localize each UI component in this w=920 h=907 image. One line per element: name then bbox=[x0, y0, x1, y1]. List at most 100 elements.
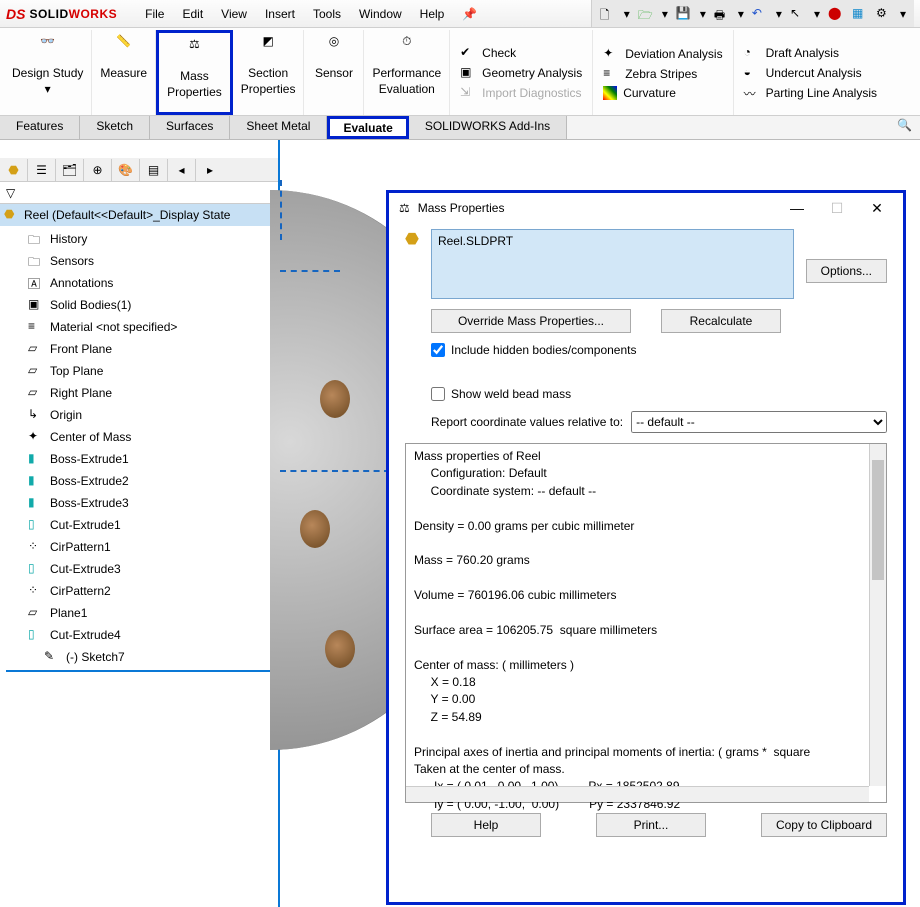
ribbon-draft-analysis[interactable]: ◔Draft Analysis bbox=[744, 45, 877, 61]
funnel-icon: ▽ bbox=[6, 186, 15, 200]
com-icon: ✦ bbox=[28, 429, 44, 445]
tab-surfaces[interactable]: Surfaces bbox=[150, 116, 230, 139]
ribbon-undercut-analysis[interactable]: ◒Undercut Analysis bbox=[744, 65, 877, 81]
dialog-title: Mass Properties bbox=[418, 201, 505, 215]
quick-access-toolbar: 🗋▾ 🗁▾ 💾▾ 🖶▾ ↶▾ ↖▾ ⬤ ▦ ⚙▾ bbox=[591, 0, 914, 27]
save-icon[interactable]: 💾 bbox=[676, 6, 692, 22]
fm-tab-display-icon[interactable]: ▤ bbox=[140, 159, 168, 181]
tab-sketch[interactable]: Sketch bbox=[80, 116, 150, 139]
undo-icon[interactable]: ↶ bbox=[752, 6, 768, 22]
ribbon-performance-eval[interactable]: ⏱ Performance Evaluation bbox=[364, 30, 450, 115]
recalculate-button[interactable]: Recalculate bbox=[661, 309, 781, 333]
tree-origin[interactable]: ↳Origin bbox=[6, 404, 278, 426]
results-text: Mass properties of Reel Configuration: D… bbox=[406, 444, 886, 817]
fm-tab-nav-right-icon[interactable]: ▸ bbox=[196, 159, 224, 181]
tree-annotations[interactable]: 🄰Annotations bbox=[6, 272, 278, 294]
ribbon-sensor[interactable]: ◎ Sensor bbox=[304, 30, 364, 115]
search-icon[interactable]: 🔍 bbox=[889, 116, 920, 139]
ribbon-parting-line-analysis[interactable]: 〰Parting Line Analysis bbox=[744, 85, 877, 101]
undercut-icon: ◒ bbox=[744, 65, 760, 81]
ribbon-curvature[interactable]: Curvature bbox=[603, 86, 722, 100]
options-icon[interactable]: ▦ bbox=[852, 6, 868, 22]
menubar: File Edit View Insert Tools Window Help … bbox=[137, 4, 485, 24]
menu-window[interactable]: Window bbox=[351, 4, 410, 24]
fm-tab-nav-left-icon[interactable]: ◂ bbox=[168, 159, 196, 181]
plane-icon: ▱ bbox=[28, 385, 44, 401]
settings-icon[interactable]: ⚙ bbox=[876, 6, 892, 22]
tree-center-of-mass[interactable]: ✦Center of Mass bbox=[6, 426, 278, 448]
tree-cirpattern1[interactable]: ⁘CirPattern1 bbox=[6, 536, 278, 558]
tree-sensors[interactable]: 🗀Sensors bbox=[6, 250, 278, 272]
ribbon-measure[interactable]: 📏 Measure bbox=[92, 30, 156, 115]
override-button[interactable]: Override Mass Properties... bbox=[431, 309, 631, 333]
tab-evaluate[interactable]: Evaluate bbox=[327, 116, 408, 139]
tree-plane1[interactable]: ▱Plane1 bbox=[6, 602, 278, 624]
ribbon-check[interactable]: ✔Check bbox=[460, 45, 582, 61]
pattern-icon: ⁘ bbox=[28, 539, 44, 555]
ribbon-deviation-analysis[interactable]: ✦Deviation Analysis bbox=[603, 46, 722, 62]
ribbon-design-study[interactable]: 👓 Design Study▾ bbox=[4, 30, 92, 115]
tree-boss-extrude1[interactable]: ▮Boss-Extrude1 bbox=[6, 448, 278, 470]
minimize-button[interactable]: ― bbox=[781, 197, 813, 219]
maximize-button[interactable]: ☐ bbox=[821, 197, 853, 219]
tab-features[interactable]: Features bbox=[0, 116, 80, 139]
tree-material[interactable]: ≡Material <not specified> bbox=[6, 316, 278, 338]
mass-props-dialog-icon: ⚖ bbox=[399, 201, 410, 215]
tree-sketch7[interactable]: ✎(-) Sketch7 bbox=[6, 646, 278, 668]
tree-cut-extrude4[interactable]: ▯Cut-Extrude4 bbox=[6, 624, 278, 646]
menu-edit[interactable]: Edit bbox=[174, 4, 211, 24]
menu-file[interactable]: File bbox=[137, 4, 172, 24]
tab-sheet-metal[interactable]: Sheet Metal bbox=[230, 116, 327, 139]
annotation-icon: 🄰 bbox=[28, 275, 44, 291]
logo-ds-icon: DS bbox=[6, 6, 25, 22]
options-button[interactable]: Options... bbox=[806, 259, 887, 283]
fm-tab-prop-icon[interactable]: ☰ bbox=[28, 159, 56, 181]
tree-solid-bodies[interactable]: ▣Solid Bodies(1) bbox=[6, 294, 278, 316]
ribbon-import-diagnostics[interactable]: ⇲Import Diagnostics bbox=[460, 85, 582, 101]
menu-insert[interactable]: Insert bbox=[257, 4, 303, 24]
tree-top-plane[interactable]: ▱Top Plane bbox=[6, 360, 278, 382]
extrude-icon: ▮ bbox=[28, 495, 44, 511]
menu-tools[interactable]: Tools bbox=[305, 4, 349, 24]
fm-tab-appear-icon[interactable]: 🎨 bbox=[112, 159, 140, 181]
fm-tab-config-icon[interactable]: 🗂 bbox=[56, 159, 84, 181]
results-hscroll[interactable] bbox=[406, 786, 869, 802]
tree-boss-extrude3[interactable]: ▮Boss-Extrude3 bbox=[6, 492, 278, 514]
menu-help[interactable]: Help bbox=[412, 4, 453, 24]
rebuild-icon[interactable]: ⬤ bbox=[828, 6, 844, 22]
tree-front-plane[interactable]: ▱Front Plane bbox=[6, 338, 278, 360]
perf-eval-icon: ⏱ bbox=[393, 34, 421, 62]
ribbon-geometry-analysis[interactable]: ▣Geometry Analysis bbox=[460, 65, 582, 81]
open-icon[interactable]: 🗁 bbox=[638, 6, 654, 22]
show-weld-checkbox[interactable]: Show weld bead mass bbox=[405, 387, 887, 401]
select-icon[interactable]: ↖ bbox=[790, 6, 806, 22]
include-hidden-checkbox[interactable]: Include hidden bodies/components bbox=[405, 343, 887, 357]
tree-boss-extrude2[interactable]: ▮Boss-Extrude2 bbox=[6, 470, 278, 492]
ribbon-section-properties[interactable]: ◩ Section Properties bbox=[233, 30, 305, 115]
cut-icon: ▯ bbox=[28, 517, 44, 533]
tab-addins[interactable]: SOLIDWORKS Add-Ins bbox=[409, 116, 567, 139]
body-icon: ▣ bbox=[28, 297, 44, 313]
ribbon-mass-properties[interactable]: ⚖ Mass Properties bbox=[156, 30, 233, 115]
tree-cut-extrude3[interactable]: ▯Cut-Extrude3 bbox=[6, 558, 278, 580]
titlebar: DS SOLIDWORKS File Edit View Insert Tool… bbox=[0, 0, 920, 28]
menu-view[interactable]: View bbox=[213, 4, 255, 24]
selected-items-box[interactable]: Reel.SLDPRT bbox=[431, 229, 794, 299]
fm-tab-dim-icon[interactable]: ⊕ bbox=[84, 159, 112, 181]
fm-filter[interactable]: ▽ bbox=[0, 182, 278, 204]
new-icon[interactable]: 🗋 bbox=[600, 6, 616, 22]
close-button[interactable]: ✕ bbox=[861, 197, 893, 219]
pin-icon[interactable]: 📌 bbox=[454, 4, 485, 24]
print-icon[interactable]: 🖶 bbox=[714, 6, 730, 22]
mass-props-icon: ⚖ bbox=[180, 37, 208, 65]
tree-cirpattern2[interactable]: ⁘CirPattern2 bbox=[6, 580, 278, 602]
ribbon-zebra-stripes[interactable]: ≡Zebra Stripes bbox=[603, 66, 722, 82]
tree-right-plane[interactable]: ▱Right Plane bbox=[6, 382, 278, 404]
fm-config-row[interactable]: ⬣ Reel (Default<<Default>_Display State bbox=[0, 204, 278, 226]
coord-system-select[interactable]: -- default -- bbox=[631, 411, 887, 433]
tree-history[interactable]: 🗀History bbox=[6, 228, 278, 250]
results-vscroll[interactable] bbox=[869, 444, 886, 786]
cut-icon: ▯ bbox=[28, 627, 44, 643]
tree-cut-extrude1[interactable]: ▯Cut-Extrude1 bbox=[6, 514, 278, 536]
fm-tab-tree-icon[interactable]: ⬣ bbox=[0, 159, 28, 181]
